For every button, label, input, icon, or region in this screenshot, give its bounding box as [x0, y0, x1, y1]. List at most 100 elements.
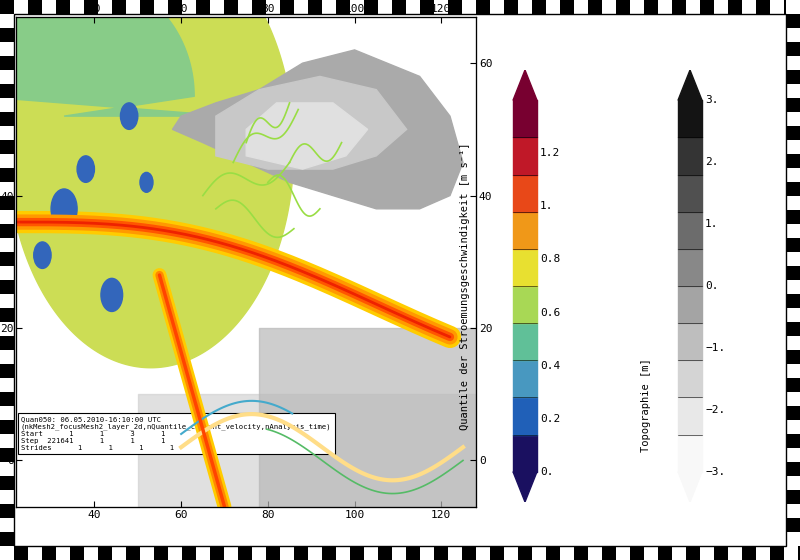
Bar	[0, 238, 14, 252]
Bar	[0, 462, 14, 476]
Bar	[0, 322, 14, 336]
Bar	[266, 0, 280, 14]
Bar	[714, 546, 728, 560]
Bar	[616, 546, 630, 560]
Bar	[658, 0, 672, 14]
Bar	[0, 84, 14, 98]
Bar	[546, 0, 560, 14]
Polygon shape	[678, 472, 702, 502]
Polygon shape	[678, 70, 702, 100]
Bar	[786, 182, 800, 196]
Bar	[0, 294, 14, 308]
Bar	[672, 546, 686, 560]
Bar	[70, 546, 84, 560]
Bar	[336, 546, 350, 560]
Text: 1.: 1.	[705, 219, 718, 229]
Text: 3.: 3.	[705, 95, 718, 105]
Bar	[0, 224, 14, 238]
Bar	[602, 546, 616, 560]
Bar	[630, 0, 644, 14]
Text: 0.: 0.	[705, 281, 718, 291]
Bar	[0, 182, 14, 196]
Bar	[616, 0, 630, 14]
Bar	[196, 0, 210, 14]
Bar	[0, 140, 14, 154]
Bar	[84, 546, 98, 560]
Bar	[0, 28, 14, 42]
Bar	[0, 392, 14, 406]
Circle shape	[140, 172, 153, 192]
Bar	[728, 0, 742, 14]
Bar	[434, 0, 448, 14]
Bar	[786, 392, 800, 406]
Bar	[126, 546, 140, 560]
Bar	[420, 546, 434, 560]
Bar	[280, 546, 294, 560]
Bar	[238, 546, 252, 560]
Bar	[0, 364, 14, 378]
Bar	[448, 0, 462, 14]
Bar	[784, 546, 798, 560]
Bar	[280, 0, 294, 14]
Bar	[786, 154, 800, 168]
Bar	[786, 126, 800, 140]
Bar	[210, 0, 224, 14]
Bar	[0, 434, 14, 448]
Bar	[0, 350, 14, 364]
Bar	[770, 0, 784, 14]
Circle shape	[34, 242, 51, 268]
Bar	[112, 0, 126, 14]
Bar	[448, 546, 462, 560]
Bar	[462, 546, 476, 560]
Bar	[588, 546, 602, 560]
Bar	[0, 154, 14, 168]
Bar	[786, 196, 800, 210]
Bar	[700, 0, 714, 14]
Bar	[0, 70, 14, 84]
Bar	[364, 546, 378, 560]
Bar	[644, 0, 658, 14]
Bar	[336, 0, 350, 14]
Bar	[98, 546, 112, 560]
Bar	[182, 546, 196, 560]
Bar	[70, 0, 84, 14]
Polygon shape	[246, 103, 368, 169]
Bar	[630, 546, 644, 560]
Bar	[770, 546, 784, 560]
Text: 0.6: 0.6	[540, 307, 560, 318]
Bar	[786, 238, 800, 252]
Bar	[14, 0, 28, 14]
Bar	[308, 0, 322, 14]
Bar	[728, 546, 742, 560]
Bar	[786, 476, 800, 490]
Text: 0.8: 0.8	[540, 254, 560, 264]
Bar	[786, 336, 800, 350]
Bar	[112, 546, 126, 560]
Bar	[644, 546, 658, 560]
Text: Topographie [m]: Topographie [m]	[641, 358, 651, 452]
Bar	[786, 378, 800, 392]
Circle shape	[121, 103, 138, 129]
Bar	[786, 308, 800, 322]
Bar	[0, 56, 14, 70]
Bar	[798, 0, 800, 14]
Bar	[196, 546, 210, 560]
Bar	[0, 504, 14, 518]
Bar	[168, 0, 182, 14]
Text: −3.: −3.	[705, 467, 726, 477]
Bar	[294, 0, 308, 14]
Bar	[560, 546, 574, 560]
Bar	[14, 546, 28, 560]
Bar	[518, 546, 532, 560]
Bar	[56, 546, 70, 560]
Bar	[0, 42, 14, 56]
Text: Quantile der Stroemungsgeschwindigkeit [m s⁻¹]: Quantile der Stroemungsgeschwindigkeit […	[460, 142, 470, 430]
Bar	[126, 0, 140, 14]
Bar	[0, 98, 14, 112]
Text: Quan050: 06.05.2010-16:10:00 UTC
(nkMesh2_focusMesh2_layer_2d,nQuantile_current_: Quan050: 06.05.2010-16:10:00 UTC (nkMesh…	[21, 416, 332, 451]
Bar	[0, 546, 14, 560]
Bar	[0, 14, 14, 28]
Bar	[686, 546, 700, 560]
Bar	[786, 0, 800, 14]
Bar	[406, 0, 420, 14]
